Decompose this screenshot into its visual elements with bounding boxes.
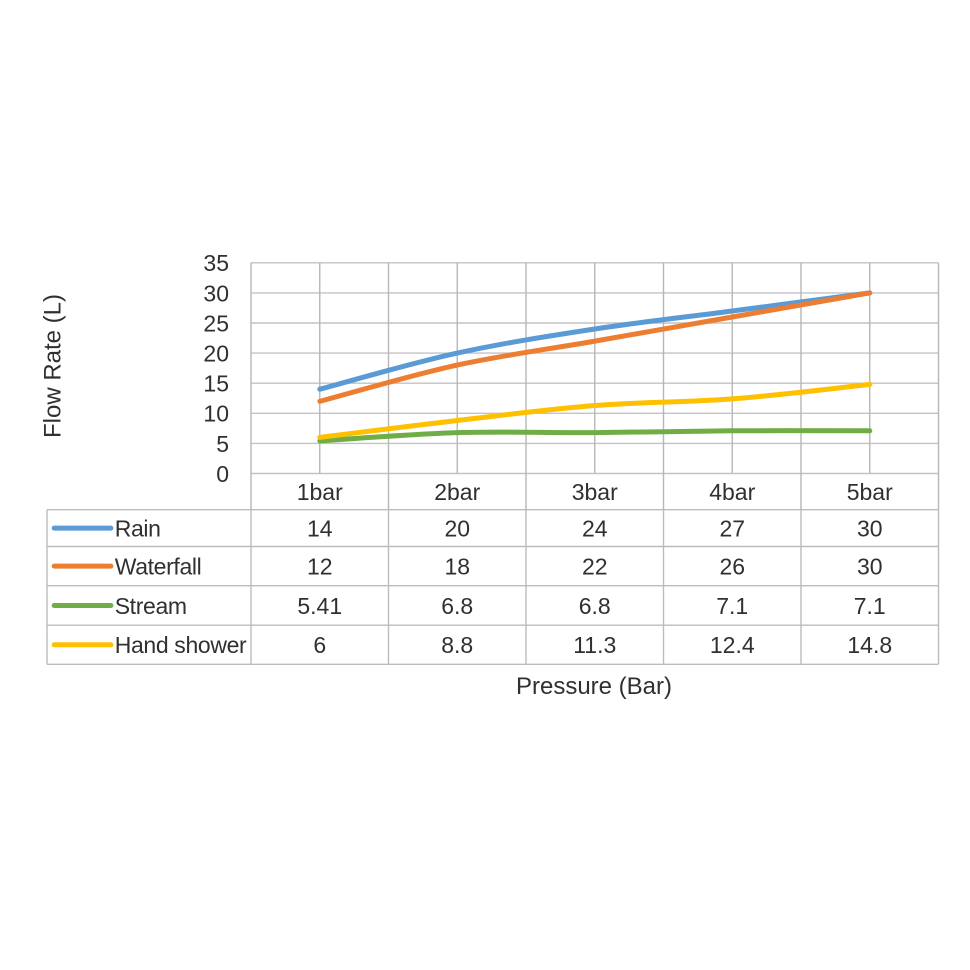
svg-text:4bar: 4bar xyxy=(709,479,755,505)
svg-text:2bar: 2bar xyxy=(434,479,480,505)
svg-text:11.3: 11.3 xyxy=(573,632,616,658)
svg-text:12.4: 12.4 xyxy=(710,632,755,658)
svg-text:35: 35 xyxy=(203,250,229,276)
svg-text:25: 25 xyxy=(203,310,229,336)
svg-text:7.1: 7.1 xyxy=(716,593,748,619)
svg-text:30: 30 xyxy=(203,280,229,306)
svg-text:15: 15 xyxy=(203,371,229,397)
svg-text:6.8: 6.8 xyxy=(579,593,611,619)
svg-text:22: 22 xyxy=(582,554,608,580)
svg-text:3bar: 3bar xyxy=(572,479,618,505)
svg-text:0: 0 xyxy=(216,461,229,487)
svg-text:14: 14 xyxy=(307,516,333,542)
svg-text:27: 27 xyxy=(719,516,745,542)
svg-text:6.8: 6.8 xyxy=(441,593,473,619)
svg-text:26: 26 xyxy=(719,554,745,580)
svg-text:10: 10 xyxy=(203,401,229,427)
svg-text:Rain: Rain xyxy=(115,516,161,542)
svg-text:7.1: 7.1 xyxy=(854,593,886,619)
svg-text:24: 24 xyxy=(582,516,608,542)
svg-text:12: 12 xyxy=(307,554,333,580)
svg-text:Waterfall: Waterfall xyxy=(115,554,202,580)
svg-text:6: 6 xyxy=(313,632,326,658)
svg-text:Hand shower: Hand shower xyxy=(115,632,247,658)
svg-text:5.41: 5.41 xyxy=(297,593,342,619)
svg-text:1bar: 1bar xyxy=(297,479,343,505)
svg-text:Flow Rate (L): Flow Rate (L) xyxy=(40,294,67,438)
svg-text:Pressure (Bar): Pressure (Bar) xyxy=(516,673,672,700)
svg-text:8.8: 8.8 xyxy=(441,632,473,658)
svg-text:18: 18 xyxy=(444,554,470,580)
svg-text:5bar: 5bar xyxy=(847,479,893,505)
svg-text:20: 20 xyxy=(444,516,470,542)
svg-text:14.8: 14.8 xyxy=(847,632,892,658)
svg-text:5: 5 xyxy=(216,431,229,457)
svg-text:30: 30 xyxy=(857,554,883,580)
svg-text:Stream: Stream xyxy=(115,593,187,619)
svg-text:30: 30 xyxy=(857,516,883,542)
svg-text:20: 20 xyxy=(203,341,229,367)
